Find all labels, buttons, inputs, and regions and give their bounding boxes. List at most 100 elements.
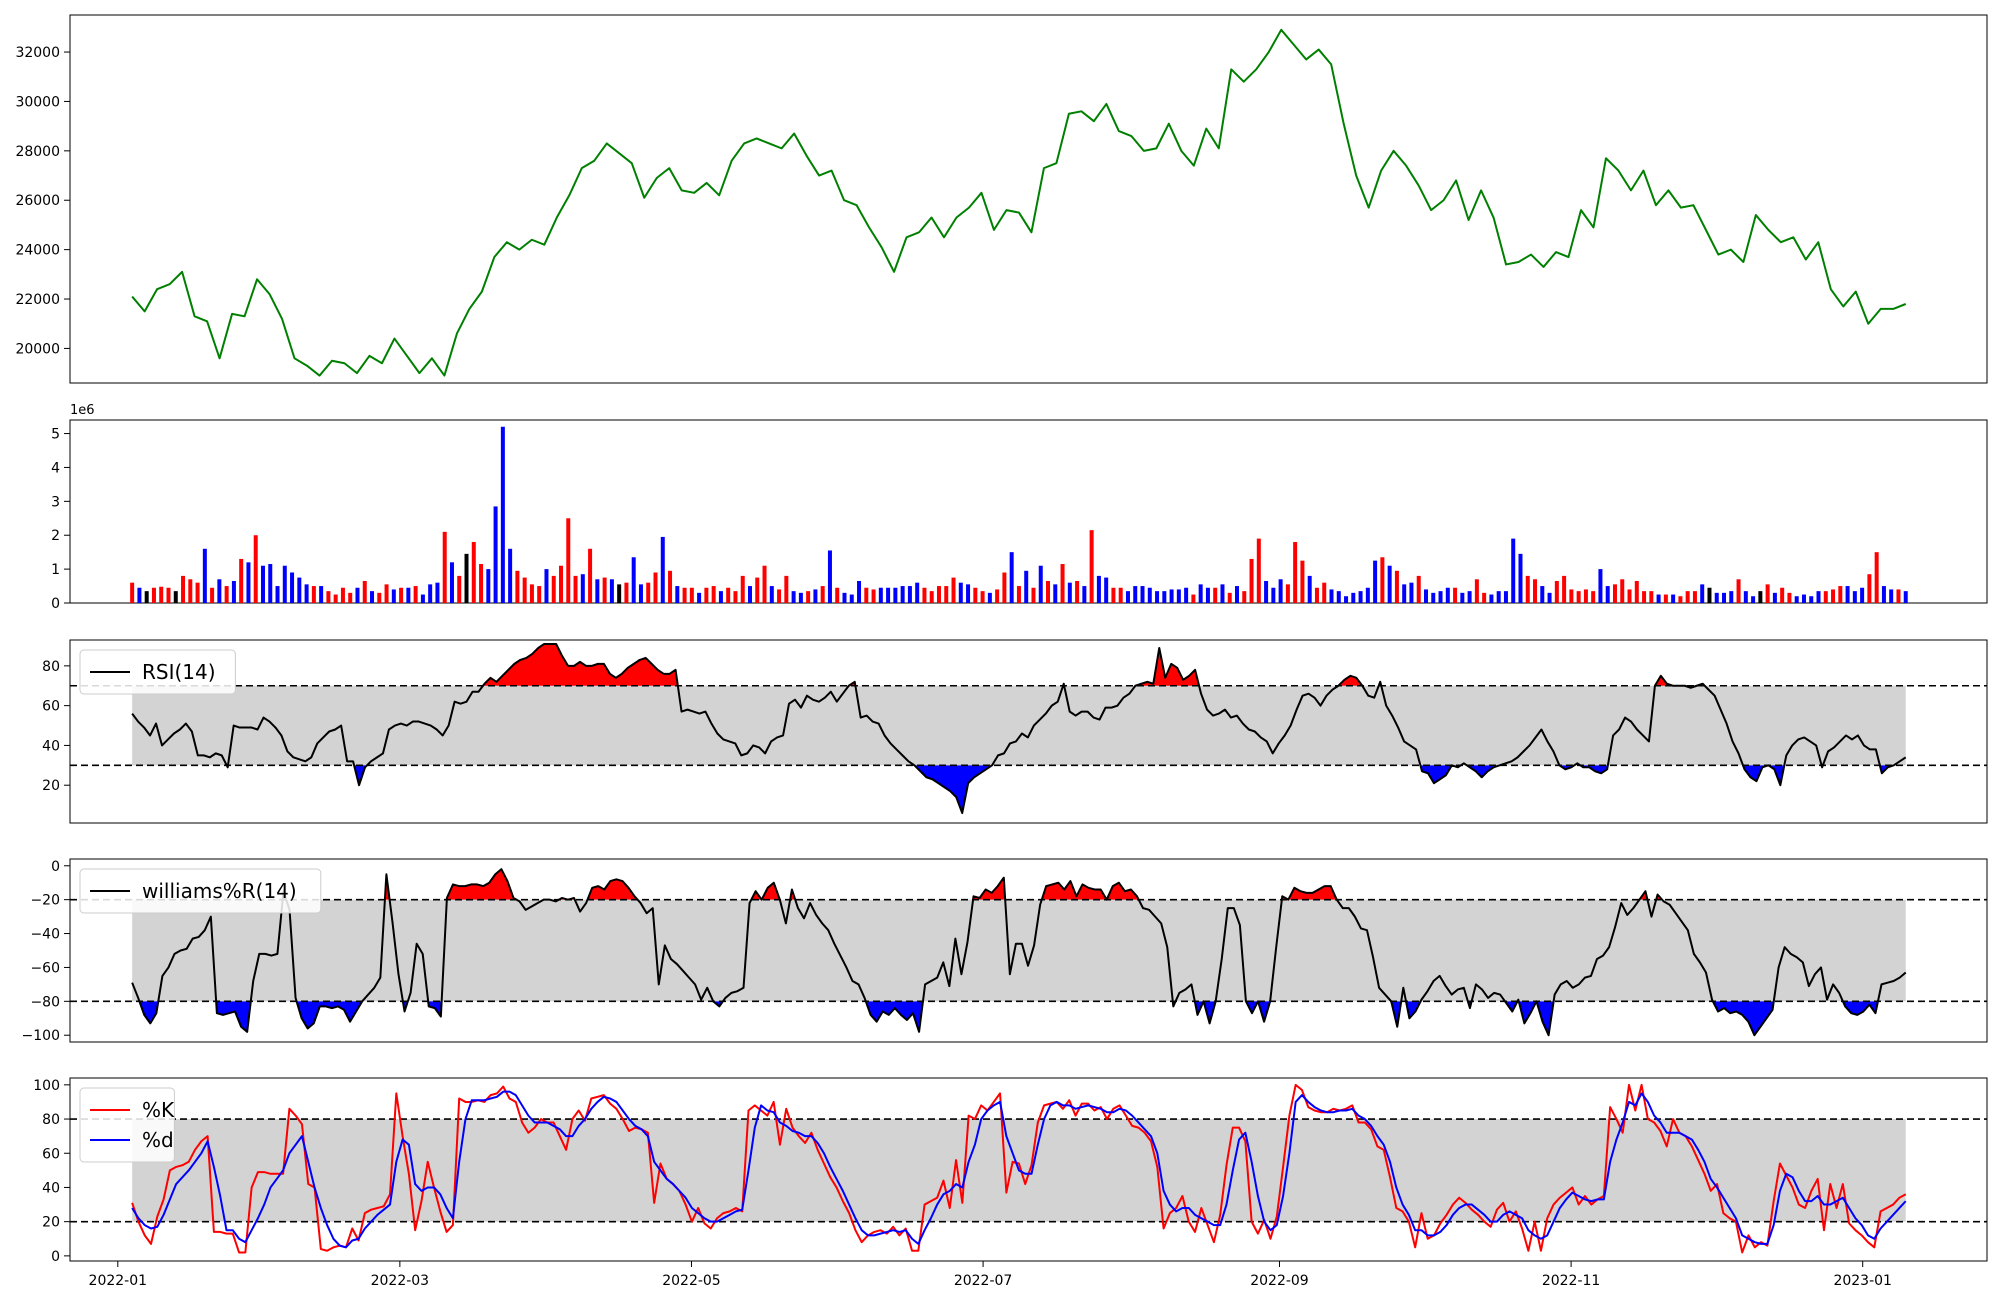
volume-bar — [1125, 591, 1130, 603]
rsi-band — [132, 685, 1906, 766]
volume-ytick-label: 1 — [51, 562, 60, 578]
stochastic-ytick-label: 40 — [42, 1180, 60, 1196]
volume-bar — [726, 587, 731, 603]
volume-bar — [559, 565, 564, 603]
volume-bar — [435, 582, 440, 603]
volume-bar — [282, 565, 287, 603]
volume-bar — [1438, 591, 1443, 603]
volume-bar — [1423, 589, 1428, 603]
volume-bar — [522, 577, 527, 603]
williams-r-legend-label: williams%R(14) — [142, 879, 297, 903]
volume-bar — [842, 592, 847, 603]
volume-bar — [966, 584, 971, 603]
volume-bar — [638, 584, 643, 603]
rsi-panel: 20 40 60 80 RSI(14) — [42, 639, 1988, 824]
volume-bar — [1431, 592, 1436, 603]
volume-bar — [1155, 591, 1160, 603]
volume-bar — [1714, 592, 1719, 603]
volume-bar — [1351, 592, 1356, 603]
volume-bar — [1082, 586, 1087, 603]
volume-offset-label: 1e6 — [70, 403, 95, 418]
volume-bar — [1096, 575, 1101, 603]
price-ytick-label: 32000 — [15, 45, 60, 61]
volume-bar — [260, 565, 265, 603]
x-axis-tick-label: 2022-07 — [954, 1273, 1013, 1289]
volume-bar — [857, 580, 862, 603]
volume-bar — [1467, 591, 1472, 603]
volume-bar — [1089, 530, 1094, 603]
volume-bar — [1656, 594, 1661, 603]
volume-bar — [697, 592, 702, 603]
rsi-line-main — [131, 642, 1907, 815]
volume-bar — [1540, 586, 1545, 603]
volume-bar — [1707, 587, 1712, 603]
volume-bar — [1801, 594, 1806, 603]
volume-bar — [813, 589, 818, 603]
volume-bar — [471, 542, 476, 603]
volume-bar — [515, 570, 520, 603]
stochastic-legend-label: %d — [142, 1128, 174, 1152]
volume-bar — [987, 592, 992, 603]
volume-bar — [1205, 587, 1210, 603]
volume-bar — [1213, 587, 1218, 603]
volume-bar — [1605, 586, 1610, 603]
williams-r-line-main — [131, 868, 1907, 1037]
volume-bar — [1547, 592, 1552, 603]
stochastic-legend — [79, 1087, 175, 1163]
price-ytick-label: 24000 — [15, 243, 60, 259]
volume-bar — [529, 584, 534, 603]
volume-bar — [355, 587, 360, 603]
volume-bar — [1176, 589, 1181, 603]
volume-bar — [1322, 582, 1327, 603]
volume-bar — [1344, 596, 1349, 603]
volume-bar — [784, 575, 789, 603]
volume-bar — [1453, 587, 1458, 603]
volume-bar — [566, 518, 571, 603]
x-axis-tick-label: 2022-11 — [1542, 1273, 1601, 1289]
volume-bar — [1249, 558, 1254, 603]
williams-r-ytick-label: −60 — [30, 960, 60, 976]
volume-bar — [442, 531, 447, 603]
volume-bar — [202, 548, 207, 603]
volume-bar — [1787, 592, 1792, 603]
volume-bar — [1278, 579, 1283, 603]
rsi-ytick-label: 60 — [42, 699, 60, 715]
volume-bar — [646, 582, 651, 603]
volume-bar — [500, 426, 505, 603]
stochastic-panel: 0 20 40 60 80 100 %K %d 2022-01 2022-03 2022-05 202… — [33, 1077, 1988, 1289]
volume-bar — [1642, 591, 1647, 603]
volume-bar — [1046, 580, 1051, 603]
williams-r-band — [132, 899, 1906, 1002]
volume-bar — [835, 587, 840, 603]
volume-bar — [740, 575, 745, 603]
volume-bar — [1816, 591, 1821, 603]
volume-bar — [1780, 587, 1785, 603]
volume-bar — [1794, 596, 1799, 603]
volume-bar — [1198, 584, 1203, 603]
volume-bar — [224, 586, 229, 603]
volume-bar — [1242, 591, 1247, 603]
volume-bar — [886, 587, 891, 603]
price-panel: 20000 22000 24000 26000 28000 30000 32000 — [15, 14, 1988, 384]
volume-bar — [1256, 538, 1261, 603]
volume-bar — [936, 586, 941, 603]
volume-bar — [711, 586, 716, 603]
volume-bar — [1169, 589, 1174, 603]
price-ytick-label: 26000 — [15, 193, 60, 209]
volume-bar — [1758, 591, 1763, 603]
volume-bar — [311, 586, 316, 603]
williams-r-ytick-label: 0 — [51, 859, 60, 875]
volume-bar — [806, 591, 811, 603]
volume-bar — [1133, 586, 1138, 603]
volume-bar — [1649, 591, 1654, 603]
volume-bar — [1038, 565, 1043, 603]
volume-bar — [253, 535, 258, 603]
price-ytick-label: 20000 — [15, 341, 60, 357]
volume-bar — [864, 587, 869, 603]
volume-bar — [1184, 587, 1189, 603]
volume-bar — [944, 586, 949, 603]
williams-r-oversold-fill — [1203, 1001, 1216, 1024]
rsi-ytick-label: 40 — [42, 738, 60, 754]
williams-r-oversold-fill — [1712, 1001, 1774, 1036]
volume-bar — [973, 587, 978, 603]
